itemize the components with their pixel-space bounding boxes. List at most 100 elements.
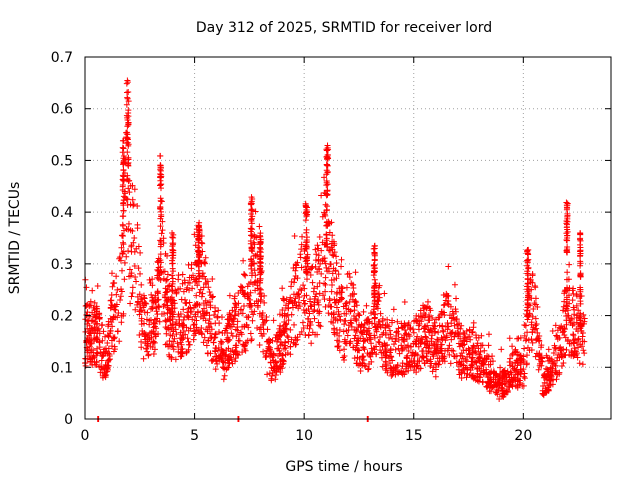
data-point bbox=[214, 360, 221, 367]
data-point bbox=[577, 286, 584, 293]
data-point bbox=[383, 347, 390, 354]
data-point bbox=[184, 335, 191, 342]
data-point bbox=[371, 251, 378, 258]
data-point bbox=[169, 296, 176, 303]
data-point bbox=[211, 311, 218, 318]
data-point bbox=[330, 238, 337, 245]
y-tick-label: 0.6 bbox=[51, 102, 73, 118]
data-point bbox=[415, 337, 422, 344]
data-point bbox=[233, 301, 240, 308]
data-point bbox=[324, 181, 331, 188]
data-point bbox=[355, 362, 362, 369]
data-point bbox=[536, 332, 543, 339]
data-point bbox=[351, 299, 358, 306]
data-point bbox=[120, 157, 127, 164]
data-point bbox=[411, 358, 418, 365]
data-point bbox=[242, 347, 249, 354]
y-tick-label: 0.5 bbox=[51, 153, 73, 169]
data-point bbox=[363, 328, 370, 335]
data-point bbox=[399, 363, 406, 370]
data-point bbox=[248, 206, 255, 213]
data-point bbox=[364, 350, 371, 357]
data-point bbox=[248, 337, 255, 344]
data-point bbox=[318, 247, 325, 254]
data-point bbox=[552, 346, 559, 353]
data-point bbox=[298, 264, 305, 271]
data-point bbox=[279, 306, 286, 313]
data-point bbox=[196, 273, 203, 280]
data-point bbox=[125, 107, 132, 114]
data-point bbox=[249, 248, 256, 255]
data-point bbox=[149, 282, 156, 289]
data-point bbox=[365, 365, 372, 372]
data-point bbox=[556, 345, 563, 352]
data-point bbox=[292, 295, 299, 302]
data-point bbox=[149, 276, 156, 283]
data-point bbox=[125, 247, 132, 254]
data-point bbox=[263, 313, 270, 320]
data-point bbox=[291, 233, 298, 240]
data-point bbox=[418, 354, 425, 361]
data-point bbox=[183, 300, 190, 307]
data-point bbox=[330, 319, 337, 326]
data-point bbox=[463, 374, 470, 381]
data-point bbox=[345, 322, 352, 329]
data-point bbox=[338, 256, 345, 263]
data-point bbox=[497, 370, 504, 377]
data-point bbox=[193, 292, 200, 299]
data-point bbox=[413, 312, 420, 319]
data-point bbox=[538, 357, 545, 364]
data-point bbox=[376, 294, 383, 301]
data-point bbox=[460, 355, 467, 362]
data-point bbox=[531, 283, 538, 290]
data-point bbox=[172, 356, 179, 363]
data-point bbox=[319, 213, 326, 220]
data-point bbox=[562, 352, 569, 359]
data-point bbox=[218, 346, 225, 353]
data-point bbox=[453, 316, 460, 323]
data-point bbox=[231, 312, 238, 319]
data-point bbox=[211, 347, 218, 354]
data-point bbox=[509, 381, 516, 388]
data-point bbox=[82, 355, 89, 362]
data-point bbox=[577, 260, 584, 267]
data-point bbox=[118, 286, 125, 293]
data-point bbox=[528, 319, 535, 326]
data-point bbox=[99, 366, 106, 373]
data-point bbox=[525, 256, 532, 263]
data-point bbox=[419, 348, 426, 355]
data-point bbox=[284, 333, 291, 340]
data-point bbox=[552, 322, 559, 329]
data-point bbox=[206, 289, 213, 296]
data-point bbox=[205, 284, 212, 291]
data-point bbox=[405, 331, 412, 338]
y-tick-label: 0.2 bbox=[51, 309, 73, 325]
data-point bbox=[127, 300, 134, 307]
data-point bbox=[502, 373, 509, 380]
data-point bbox=[159, 227, 166, 234]
data-point bbox=[395, 345, 402, 352]
data-point bbox=[257, 269, 264, 276]
data-point bbox=[195, 309, 202, 316]
data-point bbox=[371, 334, 378, 341]
data-point bbox=[272, 376, 279, 383]
data-point bbox=[257, 298, 264, 305]
data-point bbox=[219, 364, 226, 371]
data-point bbox=[516, 381, 523, 388]
data-point bbox=[281, 310, 288, 317]
data-point bbox=[178, 296, 185, 303]
data-point bbox=[524, 270, 531, 277]
data-point bbox=[119, 250, 126, 257]
data-point bbox=[371, 276, 378, 283]
data-point bbox=[223, 351, 230, 358]
data-point bbox=[97, 369, 104, 376]
data-point bbox=[356, 347, 363, 354]
data-point bbox=[405, 367, 412, 374]
data-point bbox=[117, 293, 124, 300]
data-point bbox=[206, 324, 213, 331]
data-point bbox=[191, 231, 198, 238]
data-point bbox=[521, 322, 528, 329]
data-point bbox=[202, 281, 209, 288]
data-point bbox=[247, 237, 254, 244]
data-point bbox=[322, 281, 329, 288]
